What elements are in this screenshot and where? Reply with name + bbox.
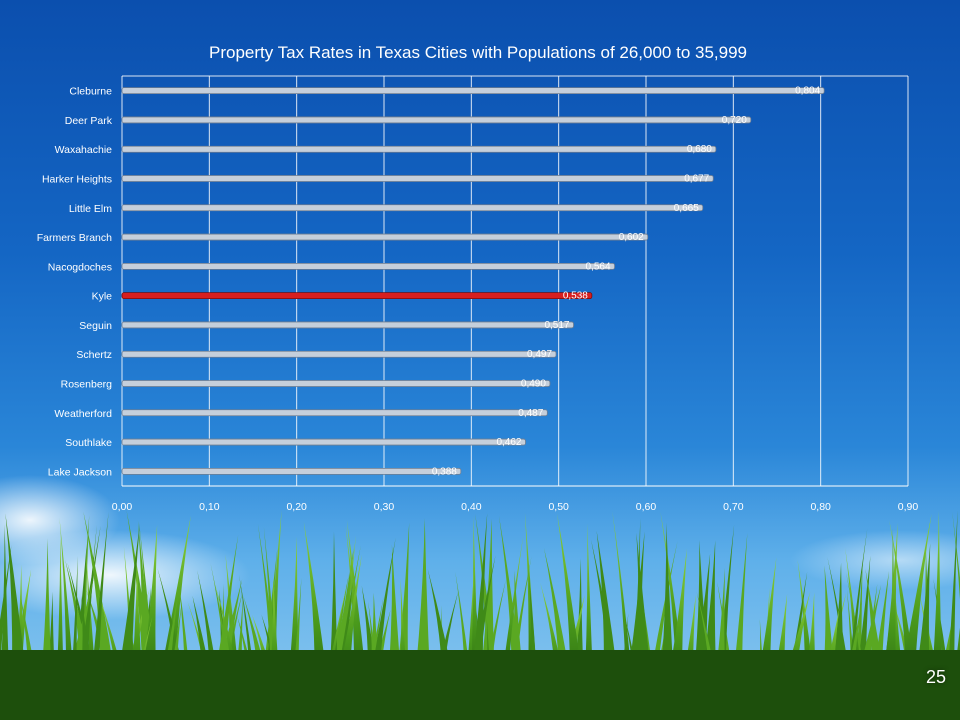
bar [121, 145, 717, 153]
bar [121, 116, 752, 124]
x-tick-label: 0,00 [112, 501, 133, 513]
x-tick-label: 0,20 [286, 501, 307, 513]
category-label: Seguin [79, 320, 112, 332]
bar [121, 350, 557, 358]
x-tick-label: 0,80 [810, 501, 831, 513]
data-label: 0,665 [674, 203, 699, 214]
data-label: 0,804 [795, 86, 820, 97]
category-label: Little Elm [69, 203, 112, 215]
data-label: 0,720 [722, 115, 747, 126]
category-label: Southlake [65, 437, 112, 449]
x-tick-label: 0,30 [374, 501, 395, 513]
slide-number: 25 [925, 667, 946, 687]
bar [121, 321, 574, 329]
bar [121, 438, 526, 446]
category-label: Rosenberg [61, 379, 113, 391]
data-label: 0,490 [521, 379, 546, 390]
x-tick-label: 0,10 [199, 501, 220, 513]
data-label: 0,388 [432, 466, 457, 477]
data-label: 0,680 [687, 144, 712, 155]
category-label: Harker Heights [42, 174, 112, 186]
data-label: 0,677 [684, 174, 709, 185]
category-label: Cleburne [69, 86, 112, 98]
highlight-bar [121, 292, 593, 300]
x-tick-label: 0,60 [636, 501, 657, 513]
data-label: 0,462 [496, 437, 521, 448]
bar [121, 87, 825, 95]
category-label: Waxahachie [55, 144, 113, 156]
category-label: Kyle [92, 291, 113, 303]
x-tick-label: 0,90 [898, 501, 919, 513]
category-label: Farmers Branch [37, 232, 112, 244]
x-tick-label: 0,70 [723, 501, 744, 513]
bar [121, 380, 551, 387]
data-label: 0,564 [586, 261, 611, 272]
bar [121, 204, 704, 212]
bar [121, 467, 462, 475]
bar [121, 409, 548, 417]
category-label: Lake Jackson [48, 466, 112, 478]
category-label: Weatherford [54, 408, 112, 420]
bar [121, 233, 649, 241]
data-label: 0,538 [563, 291, 588, 302]
x-tick-label: 0,40 [461, 501, 482, 513]
chart-title: Property Tax Rates in Texas Cities with … [209, 43, 747, 62]
bar [121, 262, 615, 270]
data-label: 0,497 [527, 349, 552, 360]
category-label: Schertz [76, 349, 112, 361]
x-tick-label: 0,50 [548, 501, 569, 513]
category-label: Nacogdoches [48, 261, 112, 273]
data-label: 0,517 [544, 320, 569, 331]
data-label: 0,487 [518, 408, 543, 419]
bar [121, 175, 714, 182]
data-label: 0,602 [619, 232, 644, 243]
category-label: Deer Park [65, 115, 113, 127]
grass-blade [0, 544, 12, 671]
